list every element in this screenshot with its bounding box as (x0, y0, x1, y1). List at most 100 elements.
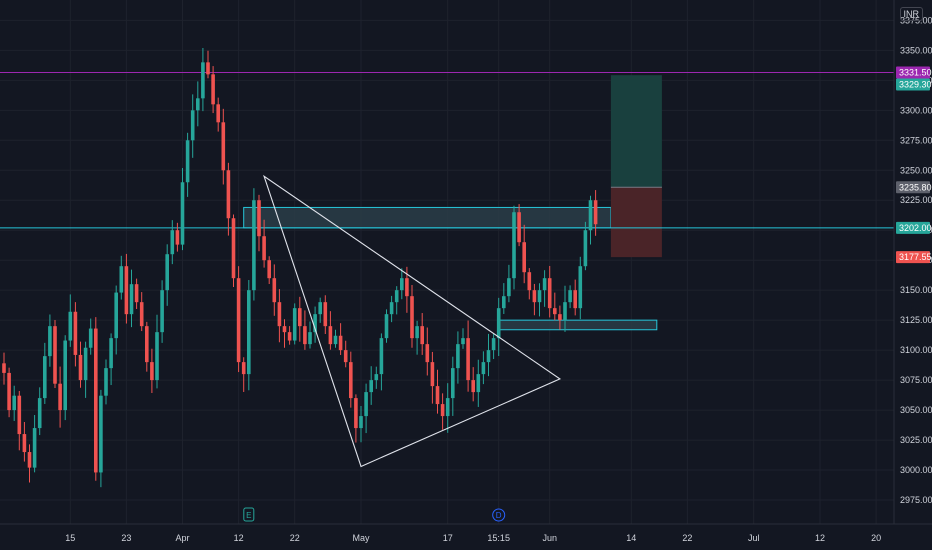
candle-body (53, 326, 57, 384)
candle-body (94, 328, 98, 473)
candle-body (22, 434, 27, 453)
supply-demand-zone[interactable] (243, 206, 612, 229)
price-tick-label: 2975.00 (900, 495, 932, 505)
candle-body (206, 62, 210, 75)
candle-body (241, 362, 246, 375)
candle-body (165, 254, 169, 291)
price-badge-label: 3329.30 (899, 80, 932, 90)
time-tick-label: 20 (871, 533, 881, 543)
candle-body (114, 292, 118, 339)
candle-body (78, 354, 83, 381)
candle-body (303, 326, 307, 345)
currency-label[interactable]: INR (899, 7, 923, 21)
time-tick-label: 22 (682, 533, 692, 543)
candle-body (328, 326, 333, 345)
candle-body (12, 395, 16, 411)
candle-body (27, 452, 32, 468)
candle-body (7, 372, 11, 411)
candle-body (175, 230, 180, 245)
candle-body (558, 314, 562, 321)
candle-body (282, 326, 287, 333)
price-badge-label: 3177.55 (899, 252, 932, 262)
candle-body (211, 74, 215, 105)
time-tick-label: 14 (626, 533, 636, 543)
candle-body (323, 302, 328, 327)
price-tick-label: 3300.00 (900, 105, 932, 115)
candle-body (537, 290, 542, 303)
candle-body (583, 230, 588, 267)
time-axis[interactable]: 15 23 Apr 12 22 May 17 15:15 Jun 14 22 Jul 12 20 (65, 533, 881, 543)
candle-body (170, 230, 175, 255)
time-tick-label: 12 (815, 533, 825, 543)
horizontal-lines[interactable] (0, 72, 894, 229)
candle-body (547, 278, 552, 309)
candle-body (257, 200, 261, 237)
candlestick-series (2, 48, 598, 488)
triangle-outline[interactable] (263, 174, 562, 468)
candle-body (451, 368, 455, 399)
candle-body (522, 242, 526, 273)
candle-body (109, 338, 113, 369)
candle-body (298, 308, 302, 327)
candle-body (73, 311, 78, 355)
price-tick-label: 3125.00 (900, 315, 932, 325)
triangle-pattern[interactable] (263, 174, 562, 468)
candle-body (190, 110, 195, 141)
time-tick-label: Jun (542, 533, 557, 543)
candle-body (461, 338, 465, 345)
price-badge (896, 251, 930, 264)
candle-body (292, 308, 297, 341)
candle-body (343, 350, 348, 363)
stop-zone[interactable] (610, 187, 662, 258)
candle-body (481, 362, 486, 375)
candle-body (471, 380, 475, 393)
grid-lines (0, 0, 894, 524)
time-tick-label: 15 (65, 533, 75, 543)
candle-body (2, 363, 6, 373)
earnings-marker[interactable] (243, 507, 255, 522)
price-tick-label: 3075.00 (900, 375, 932, 385)
candle-body (226, 170, 231, 219)
candle-body (578, 266, 583, 309)
price-tick-label: 3225.00 (900, 195, 932, 205)
time-tick-label: 15:15 (487, 533, 510, 543)
candle-body (43, 356, 47, 399)
dividend-marker[interactable] (492, 508, 506, 522)
candle-body (384, 314, 389, 339)
candle-body (180, 182, 185, 245)
candle-body (400, 278, 404, 291)
candle-body (99, 395, 103, 473)
candle-body (496, 308, 501, 339)
price-tick-label: 3100.00 (900, 345, 932, 355)
candle-body (420, 326, 424, 345)
candle-body (145, 326, 149, 363)
time-tick-label: Jul (748, 533, 760, 543)
time-tick-label: 12 (234, 533, 244, 543)
target-zone[interactable] (610, 75, 662, 188)
candle-body (83, 347, 88, 381)
candle-body (445, 398, 450, 417)
candle-body (573, 290, 577, 309)
candle-body (333, 335, 338, 345)
candle-body (389, 302, 394, 315)
long-position-tool[interactable] (610, 75, 662, 258)
candle-body (252, 200, 256, 291)
price-tick-label: 3050.00 (900, 405, 932, 415)
candle-body (139, 302, 144, 327)
supply-demand-zone[interactable] (498, 319, 658, 331)
price-zones[interactable] (243, 206, 658, 331)
price-tick-label: 3150.00 (900, 285, 932, 295)
time-tick-label: Apr (175, 533, 189, 543)
candle-body (415, 326, 419, 339)
candle-body (379, 338, 384, 375)
candle-body (37, 398, 42, 429)
candle-body (17, 395, 22, 435)
candle-body (486, 350, 491, 363)
candle-body (160, 290, 164, 333)
event-marker-label: E (246, 511, 251, 520)
candle-body (502, 296, 506, 309)
price-badge (896, 181, 930, 194)
candle-body (236, 278, 241, 363)
